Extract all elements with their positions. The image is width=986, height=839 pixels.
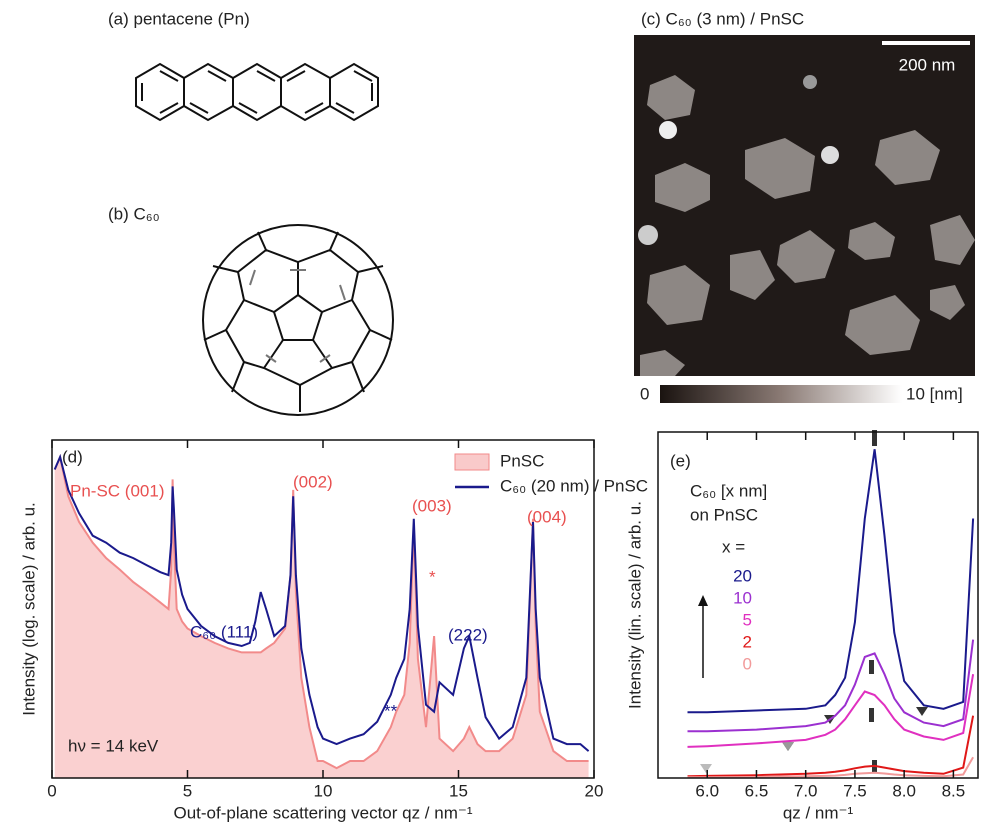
x-axis-label: qz / nm⁻¹ <box>783 803 854 822</box>
y-axis-label: Intensity (lin. scale) / arb. u. <box>625 501 644 709</box>
annotation: C₆₀ (111) <box>190 622 258 641</box>
legend-label: 5 <box>743 610 752 629</box>
line <box>688 757 974 777</box>
legend-arrowhead <box>698 595 708 606</box>
x-tick-label: 7.5 <box>843 781 867 800</box>
annotation: (002) <box>293 472 333 491</box>
colorbar <box>660 385 902 403</box>
x-tick-label: 7.0 <box>794 781 818 800</box>
legend-variable: x = <box>722 537 745 556</box>
legend-label: 10 <box>733 588 752 607</box>
colorbar-min: 0 <box>640 384 649 403</box>
figure: (a) pentacene (Pn) (b) C₆₀ (c) C₆₀ (3 nm… <box>0 0 986 834</box>
legend-subtitle: on PnSC <box>690 505 758 524</box>
x-tick-label: 5 <box>183 781 192 800</box>
x-tick-label: 15 <box>449 781 468 800</box>
line <box>688 716 974 777</box>
x-axis-label: Out-of-plane scattering vector qz / nm⁻¹ <box>173 803 472 822</box>
annotation: hν = 14 keV <box>68 736 159 755</box>
legend-title: C₆₀ [x nm] <box>690 481 767 500</box>
x-tick-label: 6.5 <box>745 781 769 800</box>
panel-c-label: (c) C₆₀ (3 nm) / PnSC <box>641 9 804 28</box>
c60 <box>203 225 393 415</box>
annotation: (003) <box>412 496 452 515</box>
panel-b-label: (b) C₆₀ <box>108 204 160 223</box>
y-axis-label: Intensity (log. scale) / arb. u. <box>19 502 38 716</box>
x-tick-label: 20 <box>585 781 604 800</box>
legend-label: 0 <box>743 654 752 673</box>
colorbar-max: 10 [nm] <box>906 384 963 403</box>
pentacene <box>136 64 378 120</box>
annotation: Pn-SC (001) <box>70 481 164 500</box>
x-tick-label: 10 <box>314 781 333 800</box>
legend-label: 20 <box>733 566 752 585</box>
annotation: (222) <box>448 625 488 644</box>
scale-bar-label: 200 nm <box>899 55 956 74</box>
x-tick-label: 8.5 <box>942 781 966 800</box>
legend-label: PnSC <box>500 451 544 470</box>
annotation: * <box>429 567 436 586</box>
x-tick-label: 0 <box>47 781 56 800</box>
annotation: ** <box>384 701 398 720</box>
panel-label: (e) <box>670 451 691 470</box>
panel-label: (d) <box>62 447 83 466</box>
panel-a-label: (a) pentacene (Pn) <box>108 9 250 28</box>
x-tick-label: 6.0 <box>695 781 719 800</box>
legend-swatch <box>455 454 489 470</box>
legend-label: C₆₀ (20 nm) / PnSC <box>500 476 648 495</box>
legend-label: 2 <box>743 632 752 651</box>
x-tick-label: 8.0 <box>892 781 916 800</box>
annotation: (004) <box>527 507 567 526</box>
